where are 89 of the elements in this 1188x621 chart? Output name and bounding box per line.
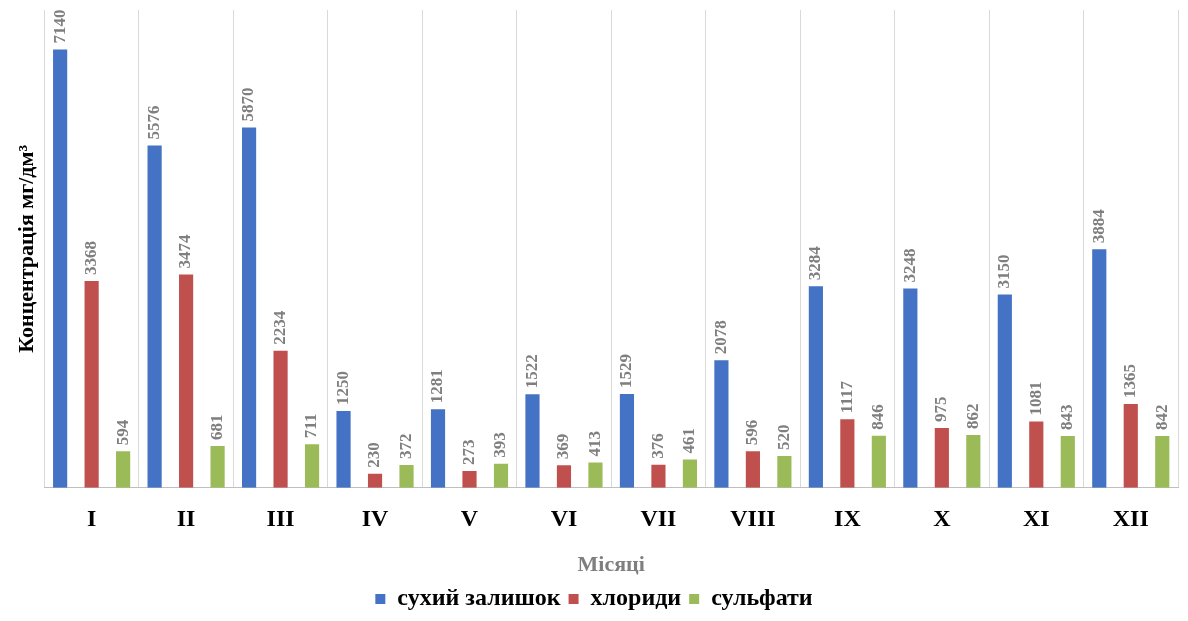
bar	[808, 286, 823, 488]
bar	[1155, 436, 1170, 488]
data-label: 1365	[1120, 364, 1140, 398]
bar	[745, 451, 760, 488]
bar	[1060, 436, 1075, 488]
data-label: 273	[458, 439, 478, 466]
data-label: 1281	[427, 369, 447, 404]
bar	[777, 455, 792, 488]
data-label: 711	[301, 413, 321, 439]
y-axis-title: Концентрація мг/дм³	[12, 144, 38, 353]
x-tick-label: I	[86, 505, 97, 532]
data-label: 3474	[175, 234, 195, 269]
bar	[682, 459, 698, 488]
x-tick-label: VI	[550, 505, 578, 532]
data-label: 230	[364, 442, 384, 468]
data-label: 7140	[49, 9, 69, 44]
bar	[651, 464, 666, 488]
legend-label: сухий залишок	[397, 584, 561, 611]
x-tick-label: IV	[361, 505, 390, 532]
bar	[619, 393, 635, 488]
data-label: 1529	[616, 353, 636, 388]
bar	[179, 274, 194, 488]
data-label: 372	[395, 433, 415, 459]
data-label: 3284	[805, 245, 825, 281]
bar	[304, 444, 320, 488]
bar	[210, 445, 225, 488]
bar	[53, 49, 68, 488]
bar	[556, 465, 572, 488]
bar	[966, 434, 981, 488]
bar	[934, 427, 949, 488]
x-tick-label: III	[266, 505, 295, 532]
data-label: 3248	[899, 248, 919, 283]
legend-label: хлориди	[590, 584, 682, 611]
data-label: 3368	[81, 241, 101, 276]
data-label: 2234	[269, 310, 289, 345]
bar	[588, 462, 603, 488]
legend-label: сульфати	[711, 584, 813, 611]
data-label: 376	[647, 433, 667, 459]
x-tick-label: VIII	[730, 505, 776, 532]
data-label: 461	[679, 428, 699, 454]
x-tick-label: XII	[1112, 505, 1149, 532]
data-label: 413	[584, 430, 604, 457]
bar	[1029, 421, 1044, 488]
data-label: 369	[553, 433, 573, 460]
data-label: 3150	[994, 254, 1014, 289]
data-label: 862	[962, 403, 982, 429]
x-tick-label: IX	[834, 505, 862, 532]
data-label: 596	[742, 419, 762, 446]
data-label: 975	[931, 396, 951, 422]
bar	[1092, 249, 1107, 488]
bar	[462, 471, 477, 488]
bar	[273, 350, 288, 488]
bar	[241, 127, 257, 488]
bar	[840, 419, 855, 488]
data-label: 1250	[332, 371, 352, 406]
bar	[147, 145, 162, 488]
bar	[116, 451, 131, 488]
data-label: 2078	[710, 320, 730, 355]
data-label: 843	[1057, 404, 1077, 431]
data-label: 1522	[521, 354, 541, 389]
data-label: 1081	[1025, 381, 1045, 416]
x-tick-label: VII	[640, 505, 677, 532]
bar	[525, 394, 540, 488]
bar	[871, 435, 886, 488]
data-label: 5870	[238, 87, 258, 122]
bar	[1123, 404, 1138, 488]
data-label: 520	[773, 424, 793, 450]
x-tick-label: X	[933, 505, 952, 532]
bar	[997, 294, 1012, 488]
data-label: 1117	[836, 380, 856, 414]
bar	[903, 288, 918, 488]
x-tick-label: II	[176, 505, 196, 532]
data-label: 594	[112, 419, 132, 446]
bar	[430, 409, 446, 488]
x-tick-label: XI	[1022, 505, 1050, 532]
x-axis-title: Місяці	[577, 551, 645, 577]
data-label: 3884	[1088, 208, 1108, 244]
bar	[399, 464, 414, 488]
bar	[714, 360, 729, 488]
bar	[84, 281, 99, 488]
data-label: 842	[1151, 404, 1171, 431]
bar	[336, 411, 351, 488]
data-label: 846	[868, 404, 888, 430]
bar	[367, 473, 383, 488]
x-tick-label: V	[460, 505, 479, 532]
bar	[493, 463, 509, 488]
data-label: 681	[206, 414, 226, 440]
data-label: 393	[490, 432, 510, 458]
data-label: 5576	[144, 105, 163, 140]
